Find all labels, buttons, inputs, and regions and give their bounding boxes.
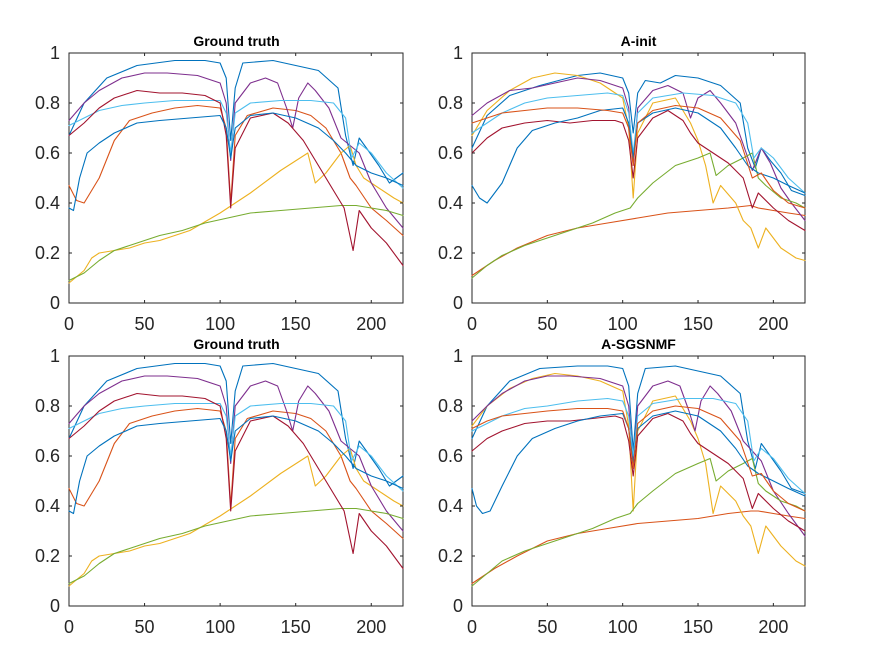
series-line: [68, 375, 404, 532]
series-line: [471, 109, 806, 232]
series-group: [68, 362, 404, 587]
x-tick-label: 150: [281, 617, 311, 637]
y-tick-label: 0.8: [438, 396, 463, 416]
series-line: [471, 372, 806, 567]
series-line: [68, 447, 404, 587]
x-tick-label: 200: [356, 314, 386, 334]
y-tick-label: 0.4: [438, 193, 463, 213]
panel-title: Ground truth: [193, 336, 279, 352]
x-tick-label: 50: [537, 314, 557, 334]
y-tick-label: 0.6: [35, 446, 60, 466]
series-line: [471, 457, 806, 587]
y-tick-label: 0.8: [438, 93, 463, 113]
y-tick-label: 0.4: [35, 496, 60, 516]
series-line: [68, 392, 404, 570]
series-line: [68, 104, 404, 237]
series-line: [68, 59, 404, 184]
y-tick-label: 0: [453, 596, 463, 616]
axes-box: [68, 52, 404, 304]
series-group: [471, 365, 806, 587]
y-tick-label: 0.8: [35, 93, 60, 113]
series-line: [471, 72, 806, 262]
series-line: [68, 99, 404, 189]
series-line: [68, 112, 404, 212]
x-tick-label: 100: [608, 314, 638, 334]
series-line: [68, 407, 404, 540]
series-line: [68, 507, 404, 585]
y-tick-label: 1: [50, 346, 60, 366]
axes-box: [68, 355, 404, 607]
series-line: [68, 362, 404, 487]
y-tick-label: 0: [50, 596, 60, 616]
panel-a-init: A-init 0 50 100 150 200 0 0.2 0.4 0.6 0.8 1: [438, 33, 806, 334]
x-tick-label: 100: [205, 314, 235, 334]
series-line: [68, 204, 404, 282]
x-tick-label: 150: [683, 617, 713, 637]
panel-title: A-init: [621, 33, 657, 49]
x-tick-label: 100: [205, 617, 235, 637]
series-group: [68, 59, 404, 284]
x-tick-label: 150: [281, 314, 311, 334]
y-tick-label: 0.6: [438, 143, 463, 163]
x-tick-label: 0: [64, 314, 74, 334]
x-tick-label: 150: [683, 314, 713, 334]
series-line: [68, 72, 404, 229]
x-tick-label: 0: [467, 314, 477, 334]
panel-title: A-SGSNMF: [601, 336, 676, 352]
panel-title: Ground truth: [193, 33, 279, 49]
y-tick-label: 0.2: [438, 546, 463, 566]
x-tick-label: 200: [758, 617, 788, 637]
series-line: [471, 405, 806, 512]
x-tick-label: 0: [467, 617, 477, 637]
x-tick-label: 50: [537, 617, 557, 637]
series-line: [68, 89, 404, 267]
panel-a-sgsnmf: A-SGSNMF 0 50 100 150 200 0 0.2 0.4 0.6 0.8 1: [438, 336, 806, 637]
series-line: [471, 375, 806, 537]
series-line: [471, 397, 806, 495]
series-line: [68, 402, 404, 492]
ticks-group: 0 50 100 150 200 0 0.2 0.4 0.6 0.8 1: [438, 43, 805, 334]
ticks-group: 0 50 100 150 200 0 0.2 0.4 0.6 0.8 1: [35, 346, 403, 637]
y-tick-label: 1: [453, 43, 463, 63]
y-tick-label: 0.2: [438, 243, 463, 263]
series-line: [471, 92, 806, 194]
series-line: [471, 412, 806, 532]
x-tick-label: 200: [758, 314, 788, 334]
series-line: [471, 204, 806, 277]
y-tick-label: 0: [453, 293, 463, 313]
series-line: [471, 107, 806, 204]
y-tick-label: 0.6: [438, 446, 463, 466]
series-line: [471, 104, 806, 209]
y-tick-label: 0.4: [438, 496, 463, 516]
y-tick-label: 1: [453, 346, 463, 366]
x-tick-label: 100: [608, 617, 638, 637]
axes-box: [471, 355, 806, 607]
panel-ground-truth-top: Ground truth 0 50 100 150 200 0 0.2 0.4 0.6 0.8 1: [35, 33, 404, 334]
axes-box: [471, 52, 806, 304]
series-line: [471, 152, 806, 279]
ticks-group: 0 50 100 150 200 0 0.2 0.4 0.6 0.8 1: [35, 43, 403, 334]
x-tick-label: 200: [356, 617, 386, 637]
x-tick-label: 0: [64, 617, 74, 637]
y-tick-label: 1: [50, 43, 60, 63]
y-tick-label: 0.2: [35, 243, 60, 263]
series-group: [471, 72, 806, 279]
series-line: [68, 415, 404, 515]
y-tick-label: 0.8: [35, 396, 60, 416]
y-tick-label: 0: [50, 293, 60, 313]
y-tick-label: 0.4: [35, 193, 60, 213]
series-line: [471, 510, 806, 585]
y-tick-label: 0.6: [35, 143, 60, 163]
x-tick-label: 50: [135, 314, 155, 334]
series-line: [471, 77, 806, 222]
ticks-group: 0 50 100 150 200 0 0.2 0.4 0.6 0.8 1: [438, 346, 805, 637]
series-line: [471, 365, 806, 495]
panel-ground-truth-bottom: Ground truth 0 50 100 150 200 0 0.2 0.4 0.6 0.8 1: [35, 336, 404, 637]
series-line: [68, 144, 404, 284]
y-tick-label: 0.2: [35, 546, 60, 566]
x-tick-label: 50: [135, 617, 155, 637]
